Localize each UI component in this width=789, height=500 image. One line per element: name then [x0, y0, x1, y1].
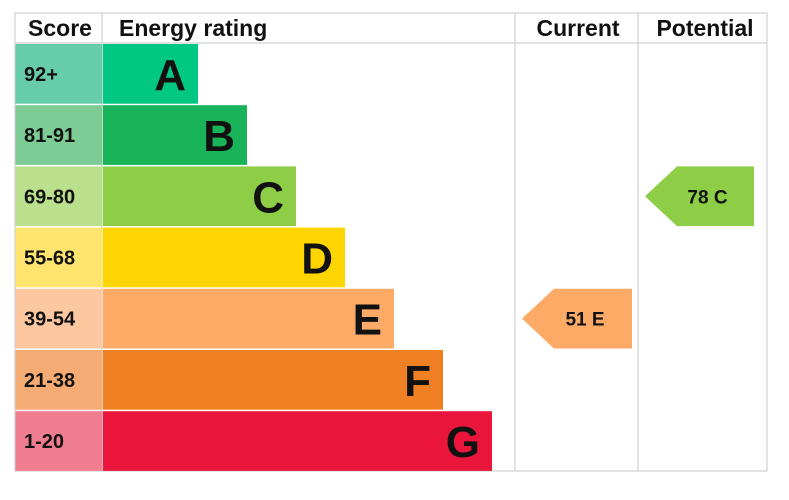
potential-rating-arrow: 78 C: [645, 166, 754, 227]
score-range-label: 21-38: [24, 370, 75, 392]
energy-rating-header: Energy rating: [119, 15, 267, 41]
score-header: Score: [28, 15, 92, 41]
score-range-label: 81-91: [24, 125, 75, 147]
rating-bar: [103, 350, 443, 410]
band-d: 55-68 D: [15, 227, 345, 288]
current-header: Current: [536, 15, 619, 41]
rating-bar: [103, 166, 296, 227]
potential-rating-arrow-label: 78 C: [687, 187, 727, 208]
chart-header: Score Energy rating Current Potential: [28, 15, 754, 41]
current-rating-arrow: 51 E: [522, 288, 632, 349]
score-range-label: 69-80: [24, 186, 75, 208]
score-range-label: 1-20: [24, 431, 64, 453]
band-b: 81-91 B: [15, 105, 247, 165]
band-f: 21-38 F: [15, 350, 443, 410]
score-cell: [15, 166, 103, 227]
rating-letter: D: [301, 234, 333, 283]
rating-bar: [103, 411, 492, 471]
potential-header: Potential: [656, 15, 753, 41]
score-cell: [15, 350, 103, 410]
band-g: 1-20 G: [15, 411, 492, 471]
rating-bar: [103, 227, 345, 288]
current-rating-arrow-shape: [522, 288, 632, 349]
potential-rating-arrow-shape: [645, 166, 754, 227]
score-cell: [15, 227, 103, 288]
score-cell: [15, 44, 103, 104]
rating-letter: F: [404, 357, 431, 406]
rating-bar: [103, 44, 198, 104]
rating-letter: A: [154, 51, 186, 100]
rating-letter: B: [203, 112, 235, 161]
rating-bar: [103, 288, 394, 349]
score-range-label: 92+: [24, 64, 58, 86]
score-range-label: 55-68: [24, 247, 75, 269]
band-c: 69-80 C: [15, 166, 296, 227]
score-range-label: 39-54: [24, 309, 76, 331]
rating-arrows: 51 E 78 C: [522, 166, 754, 349]
score-cell: [15, 105, 103, 165]
rating-letter: G: [446, 418, 480, 467]
rating-letter: C: [252, 173, 284, 222]
rating-bar: [103, 105, 247, 165]
current-rating-arrow-label: 51 E: [565, 310, 604, 331]
score-cell: [15, 411, 103, 471]
chart-border: [14, 12, 768, 472]
rating-bands: 92+ A 81-91 B 69-80 C 55-68 D 39-54 E 21-38 F 1-20 G: [15, 44, 492, 471]
band-a: 92+ A: [15, 44, 198, 104]
score-cell: [15, 288, 103, 349]
rating-letter: E: [353, 296, 382, 345]
band-e: 39-54 E: [15, 288, 394, 349]
